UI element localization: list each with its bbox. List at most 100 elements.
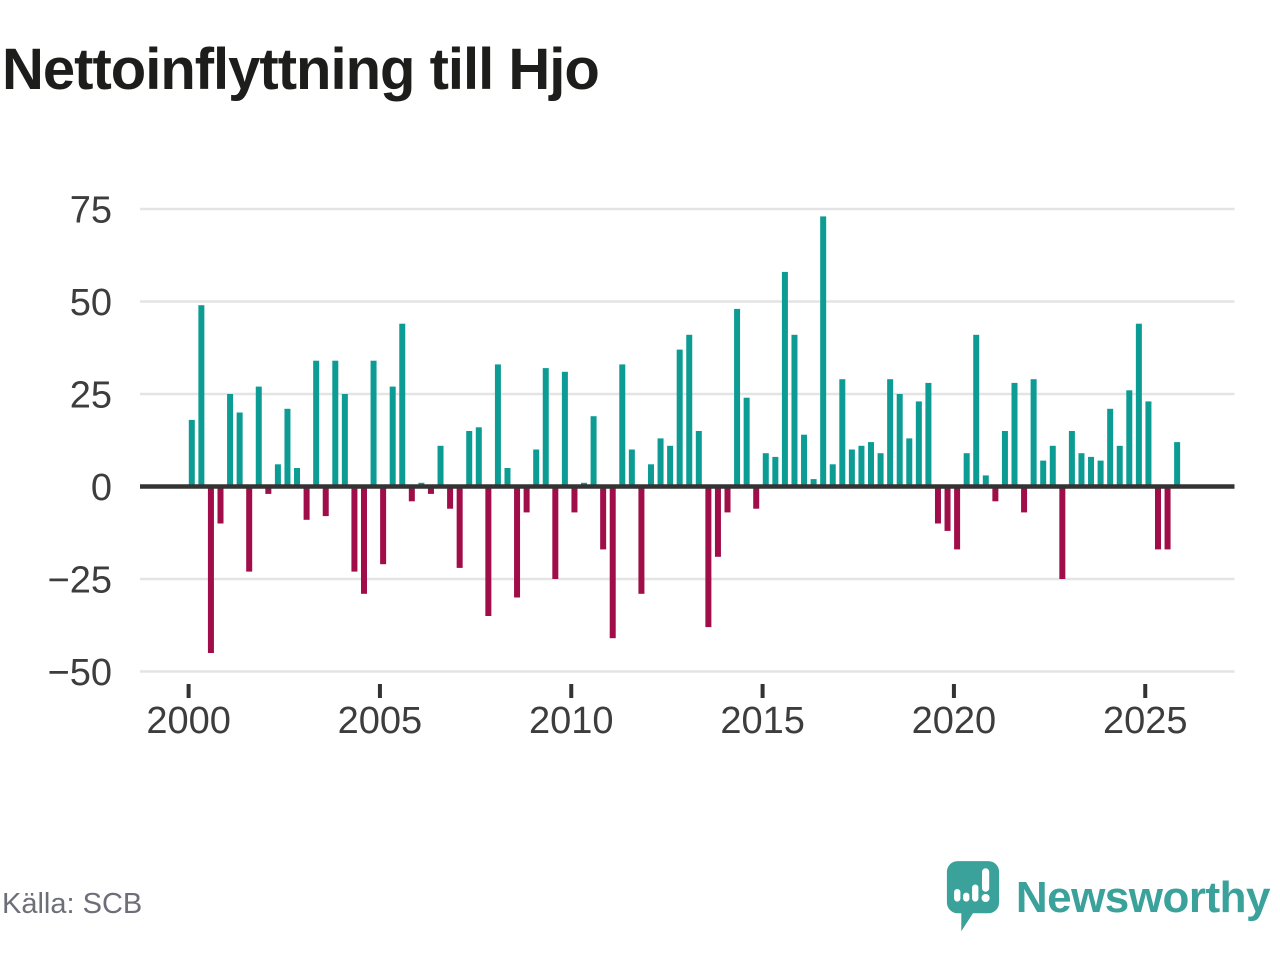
bar (399, 323, 406, 487)
x-axis-label: 2000 (146, 700, 231, 742)
bar (1011, 382, 1018, 487)
bar (1164, 486, 1171, 550)
bar (714, 486, 721, 557)
bar (571, 486, 578, 513)
bar (686, 334, 693, 487)
bar (791, 334, 798, 487)
bar (236, 412, 243, 487)
bar (992, 486, 999, 502)
gridline (140, 577, 1235, 581)
bar (380, 486, 387, 565)
x-axis-tick (760, 684, 765, 698)
bar (982, 475, 989, 487)
bar (810, 479, 817, 487)
bar (1154, 486, 1161, 550)
gridline (140, 300, 1235, 303)
bar (896, 394, 903, 487)
bar (1030, 379, 1037, 487)
bar (341, 394, 348, 487)
bar (801, 434, 808, 487)
source-text: Källa: SCB (2, 888, 143, 920)
bar (370, 360, 377, 487)
bar (552, 486, 559, 579)
bar (858, 445, 865, 487)
bar (868, 442, 875, 487)
bar (188, 419, 195, 487)
bar (1116, 445, 1123, 487)
bar (609, 486, 616, 639)
bar (762, 453, 769, 487)
bar (887, 379, 894, 487)
bar (437, 445, 444, 487)
bar (934, 486, 941, 524)
bar (303, 486, 310, 520)
bar (753, 486, 760, 509)
bar (217, 486, 224, 524)
bar (647, 464, 654, 487)
bar (877, 453, 884, 487)
zero-line (140, 484, 1235, 489)
bar (973, 334, 980, 487)
x-axis-tick (569, 684, 574, 698)
bar (1097, 460, 1104, 487)
bar (829, 464, 836, 487)
bar (1021, 486, 1028, 513)
bar (447, 486, 454, 509)
bar (743, 397, 750, 487)
bar (1135, 323, 1142, 487)
bar (561, 371, 568, 487)
bar (724, 486, 731, 513)
bar (255, 386, 262, 487)
bar (1107, 408, 1114, 487)
bar (657, 438, 664, 487)
y-axis-label: 75 (70, 189, 112, 231)
bar (351, 486, 358, 572)
bar (954, 486, 961, 550)
bar (207, 486, 214, 653)
bar (542, 368, 549, 487)
bar (313, 360, 320, 487)
x-axis-label: 2025 (1103, 700, 1188, 742)
bar (772, 456, 779, 487)
bar (1001, 431, 1008, 487)
bar (523, 486, 530, 513)
bar (676, 349, 683, 487)
bar (265, 486, 272, 494)
bar (1040, 460, 1047, 487)
bar (925, 382, 932, 487)
x-axis-tick (377, 684, 382, 698)
bar (456, 486, 463, 568)
bar (667, 445, 674, 487)
bar (619, 364, 626, 487)
speech-bubble-bar-chart-icon (946, 861, 999, 932)
bar (915, 401, 922, 487)
bar (906, 438, 913, 487)
bar (322, 486, 329, 517)
bar (1145, 401, 1152, 487)
bar (600, 486, 607, 550)
x-axis-tick (186, 684, 191, 698)
bar (466, 431, 473, 487)
x-axis-tick (1143, 684, 1148, 698)
bar (332, 360, 339, 487)
bar (274, 464, 281, 487)
bar (638, 486, 645, 594)
bar (705, 486, 712, 628)
newsworthy-wordmark: Newsworthy (1015, 873, 1271, 922)
x-axis-label: 2015 (720, 700, 805, 742)
bar (1126, 390, 1133, 487)
bar (533, 449, 540, 487)
bar (198, 305, 205, 487)
bar (944, 486, 951, 531)
bar (514, 486, 521, 598)
bar (820, 216, 827, 487)
chart-title: Nettoinflyttning till Hjo (2, 37, 600, 102)
newsworthy-logo[interactable]: Newsworthy (946, 860, 1271, 936)
bar (848, 449, 855, 487)
bar (408, 486, 415, 502)
bar (1088, 456, 1095, 487)
gridline (140, 670, 1235, 673)
bar (1174, 442, 1181, 487)
